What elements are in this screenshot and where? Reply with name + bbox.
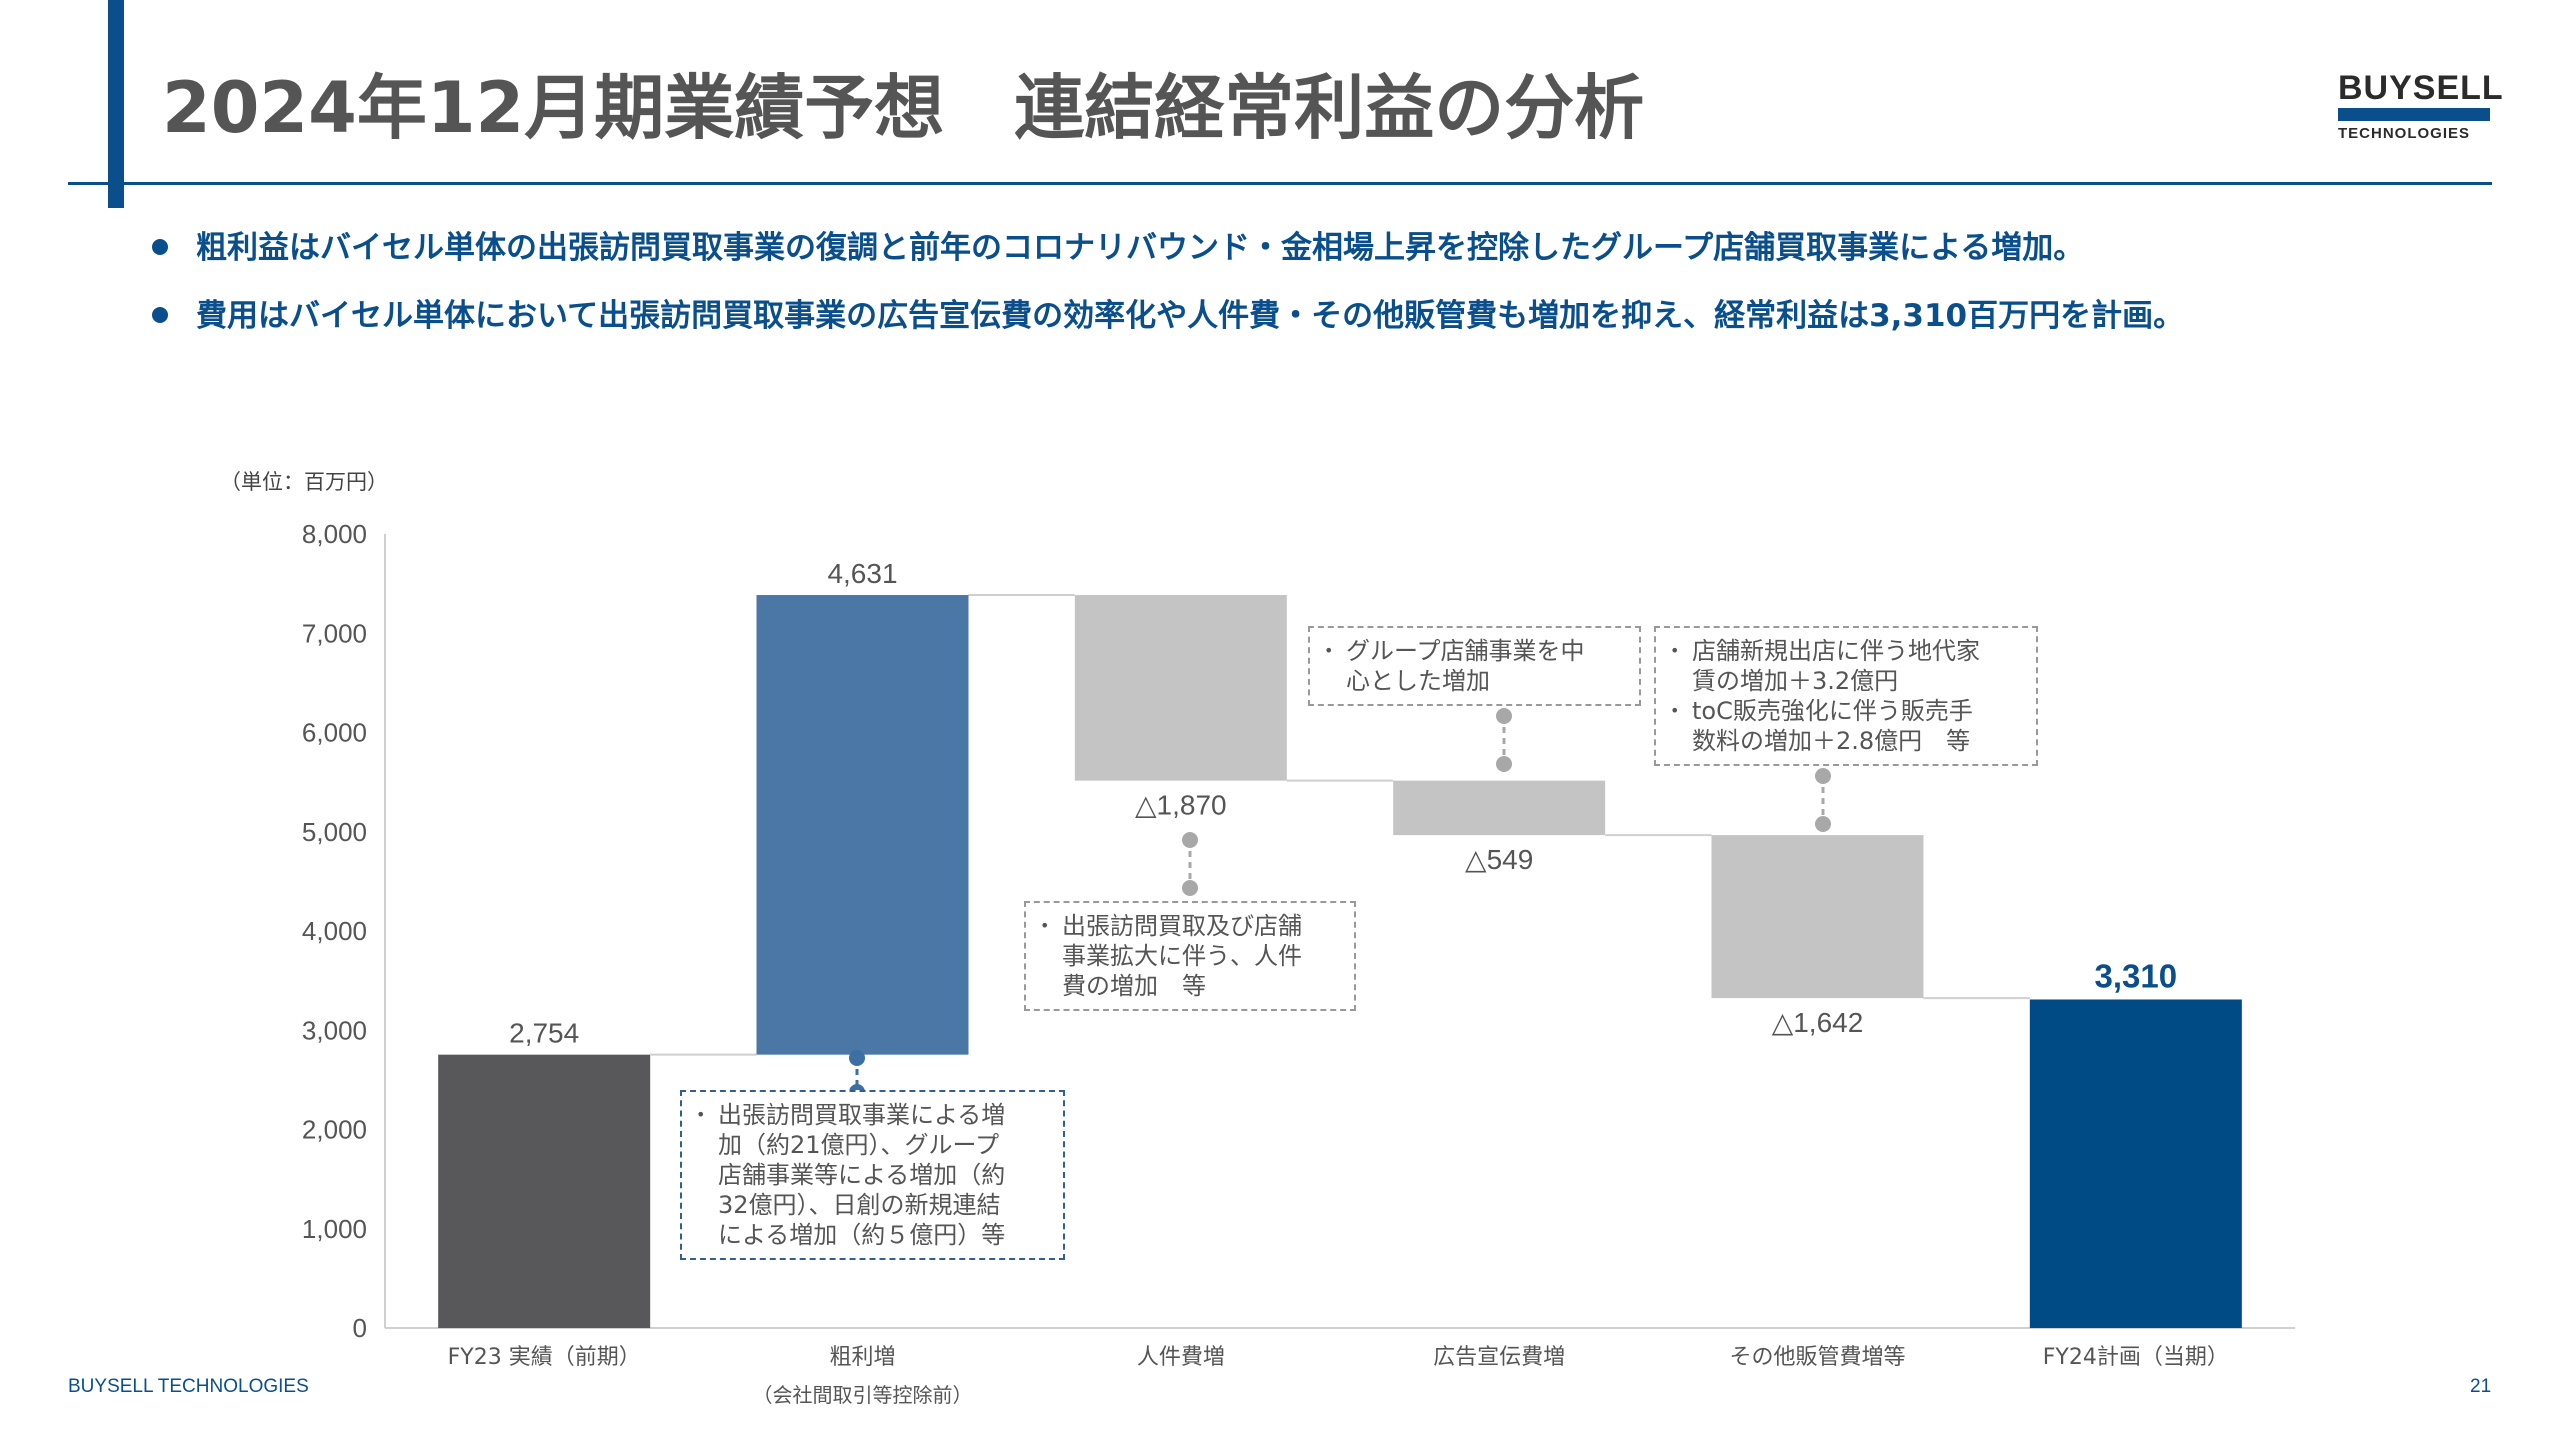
note-text: 数料の増加＋2.8億円 等 <box>1692 727 1971 755</box>
note-line: 事業拡大に伴う、人件 <box>1040 941 1340 971</box>
bar-4 <box>1711 835 1924 999</box>
leader-personnel-dot <box>1182 880 1198 896</box>
header-rule <box>68 182 2492 185</box>
logo-bar <box>2338 108 2490 121</box>
bar-value-label: 2,754 <box>509 1018 579 1049</box>
page-title: 2024年12月期業績予想 連結経常利益の分析 <box>162 67 1645 149</box>
note-personnel: • 出張訪問買取及び店舗 事業拡大に伴う、人件 費の増加 等 <box>1024 901 1356 1011</box>
note-advertising: • グループ店舗事業を中 心とした増加 <box>1308 626 1641 706</box>
x-category-label: FY24計画（当期） <box>2043 1345 2229 1370</box>
y-tick-label: 8,000 <box>302 519 367 549</box>
bullet-dot <box>152 306 168 323</box>
note-line: • 店舗新規出店に伴う地代家 <box>1670 636 2022 666</box>
note-bullet: • <box>1670 641 1680 660</box>
x-category-sublabel: （会社間取引等控除前） <box>753 1383 973 1407</box>
note-line: 32億円）、日創の新規連結 <box>696 1190 1049 1220</box>
summary-bullet-text: 粗利益はバイセル単体の出張訪問買取事業の復調と前年のコロナリバウンド・金相場上昇… <box>196 230 2085 266</box>
bar-1 <box>756 595 969 1055</box>
bar-value-label: 4,631 <box>827 558 897 589</box>
note-bullet: • <box>1670 701 1680 720</box>
note-text: 費の増加 等 <box>1062 972 1206 1000</box>
note-bullet: • <box>1324 641 1334 660</box>
x-category-label: 広告宣伝費増 <box>1433 1345 1565 1370</box>
summary-bullet-1: 粗利益はバイセル単体の出張訪問買取事業の復調と前年のコロナリバウンド・金相場上昇… <box>152 222 2084 267</box>
note-line: 数料の増加＋2.8億円 等 <box>1670 726 2022 756</box>
note-bullet: • <box>696 1105 706 1124</box>
y-tick-label: 7,000 <box>302 618 367 648</box>
bar-value-label: △1,642 <box>1772 1007 1864 1038</box>
bar-0 <box>438 1054 651 1328</box>
x-category-label: その他販管費増等 <box>1729 1345 1905 1370</box>
summary-bullet-2: 費用はバイセル単体において出張訪問買取事業の広告宣伝費の効率化や人件費・その他販… <box>152 290 2184 335</box>
summary-bullet-text: 費用はバイセル単体において出張訪問買取事業の広告宣伝費の効率化や人件費・その他販… <box>196 298 2185 334</box>
note-line: 賃の増加＋3.2億円 <box>1670 666 2022 696</box>
page-number: 21 <box>2470 1376 2492 1397</box>
note-text: 加（約21億円）、グループ <box>718 1131 1000 1159</box>
note-bullet: • <box>1040 916 1050 935</box>
leader-other-sga-dot <box>1815 768 1831 784</box>
footer-company: BUYSELL TECHNOLOGIES <box>68 1376 309 1397</box>
note-text: 事業拡大に伴う、人件 <box>1062 942 1302 970</box>
logo-wordmark: BUYSELL <box>2338 69 2504 107</box>
note-other-sga: • 店舗新規出店に伴う地代家 賃の増加＋3.2億円 • toC販売強化に伴う販売手 … <box>1654 626 2038 766</box>
note-line: 費の増加 等 <box>1040 971 1340 1001</box>
y-tick-label: 3,000 <box>302 1015 367 1045</box>
note-text: 出張訪問買取事業による増 <box>718 1101 1006 1129</box>
leader-other-sga-dot <box>1815 816 1831 832</box>
note-line: 店舗事業等による増加（約 <box>696 1160 1049 1190</box>
x-category-label: 人件費増 <box>1137 1345 1225 1370</box>
note-line: 心とした増加 <box>1324 666 1625 696</box>
x-category-label: FY23 実績（前期） <box>448 1345 641 1370</box>
bar-value-label: △1,870 <box>1135 790 1227 821</box>
unit-label: （単位：百万円） <box>220 470 388 494</box>
note-line: • 出張訪問買取事業による増 <box>696 1100 1049 1130</box>
note-text: 心とした増加 <box>1346 667 1490 695</box>
note-line: 加（約21億円）、グループ <box>696 1130 1049 1160</box>
note-text: 賃の増加＋3.2億円 <box>1692 667 1899 695</box>
note-line: による増加（約５億円）等 <box>696 1220 1049 1250</box>
leader-advertising-dot <box>1496 756 1512 772</box>
y-tick-label: 5,000 <box>302 817 367 847</box>
title-accent-bar <box>108 0 124 208</box>
leader-advertising-dot <box>1496 708 1512 724</box>
x-category-label: 粗利増 <box>829 1345 895 1370</box>
company-logo: BUYSELL TECHNOLOGIES <box>2338 69 2504 142</box>
note-text: 出張訪問買取及び店舗 <box>1062 912 1302 940</box>
y-tick-label: 6,000 <box>302 718 367 748</box>
note-line: • 出張訪問買取及び店舗 <box>1040 911 1340 941</box>
note-gross-profit: • 出張訪問買取事業による増 加（約21億円）、グループ 店舗事業等による増加（約… <box>680 1090 1065 1260</box>
note-text: toC販売強化に伴う販売手 <box>1692 697 1973 725</box>
note-line: • toC販売強化に伴う販売手 <box>1670 696 2022 726</box>
note-text: による増加（約５億円）等 <box>718 1221 1006 1249</box>
note-line: • グループ店舗事業を中 <box>1324 636 1625 666</box>
leader-personnel-dot <box>1182 832 1198 848</box>
bullet-dot <box>152 238 168 255</box>
bar-5 <box>2029 999 2242 1328</box>
y-tick-label: 4,000 <box>302 916 367 946</box>
bar-value-label: △549 <box>1465 844 1533 875</box>
note-text: 32億円）、日創の新規連結 <box>718 1191 1001 1219</box>
bar-2 <box>1074 595 1287 781</box>
logo-subtitle: TECHNOLOGIES <box>2338 125 2471 142</box>
y-tick-label: 1,000 <box>302 1214 367 1244</box>
note-text: 店舗新規出店に伴う地代家 <box>1692 637 1980 665</box>
bar-3 <box>1393 780 1606 836</box>
y-tick-label: 0 <box>353 1313 367 1343</box>
bar-value-label: 3,310 <box>2095 957 2178 994</box>
leader-gross-profit-dot <box>849 1050 865 1066</box>
note-text: グループ店舗事業を中 <box>1346 637 1585 665</box>
y-tick-label: 2,000 <box>302 1115 367 1145</box>
note-text: 店舗事業等による増加（約 <box>718 1161 1006 1189</box>
